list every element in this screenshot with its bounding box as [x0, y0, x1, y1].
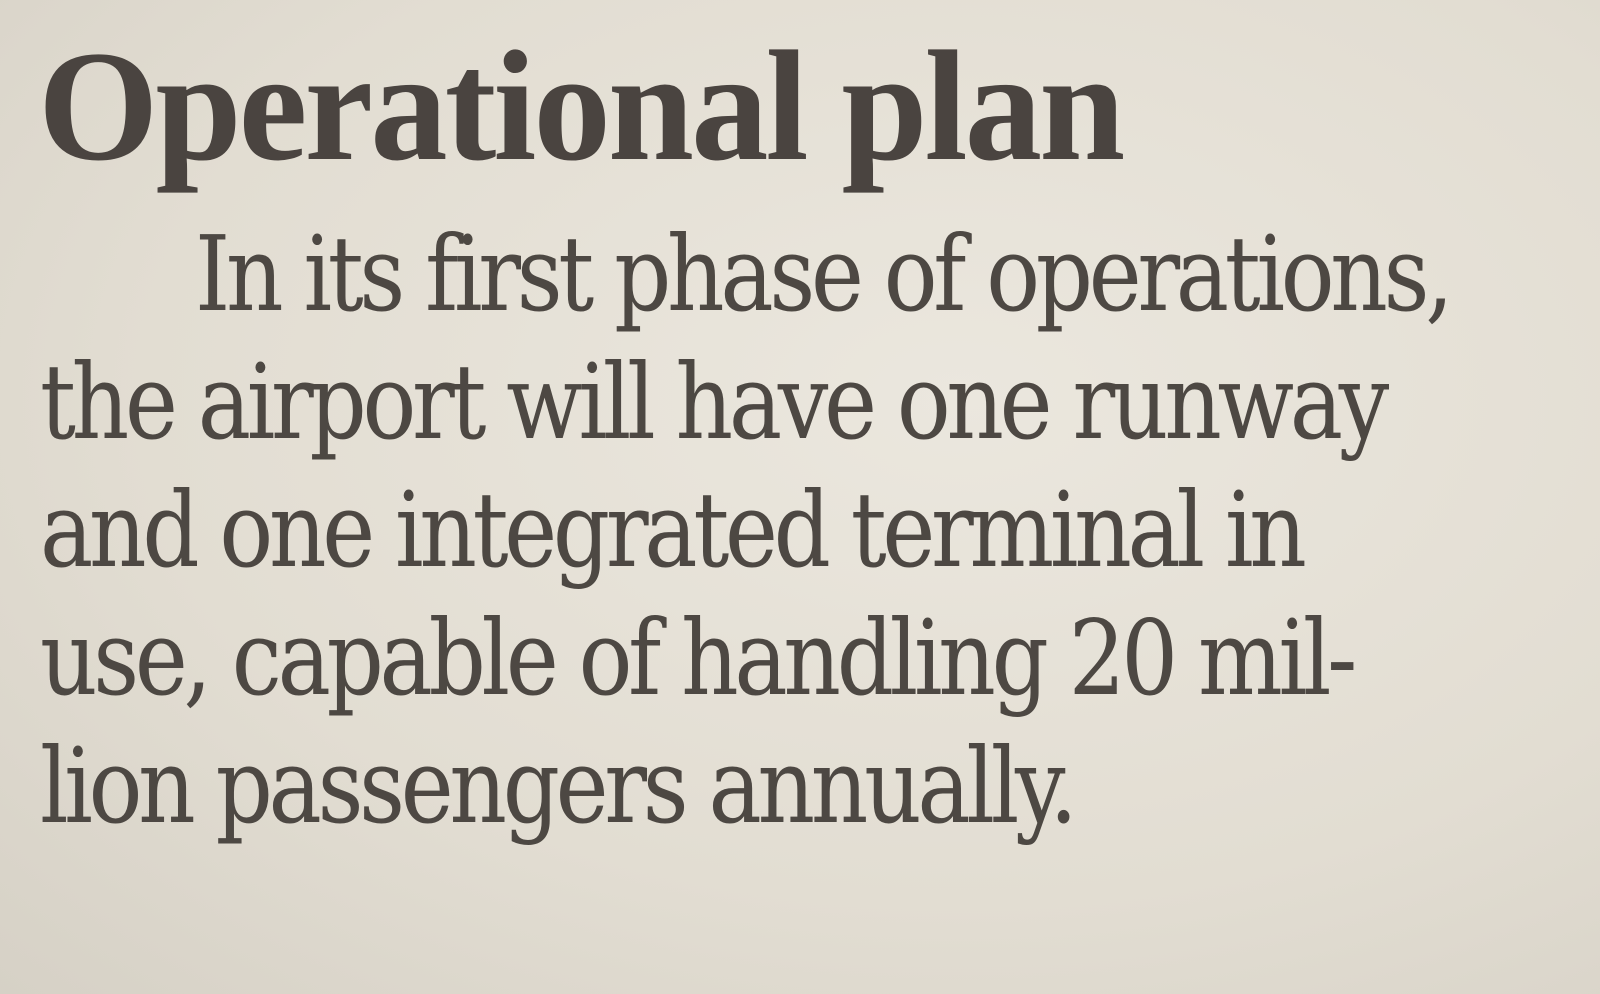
paragraph-line: use, capable of handling 20 mil- [40, 597, 1357, 719]
section-heading: Operational plan [38, 19, 1125, 194]
paragraph-line: lion passengers annually. [40, 725, 1078, 847]
paragraph-line: and one integrated terminal in [40, 469, 1307, 591]
paragraph-line: the airport will have one runway [40, 341, 1389, 463]
paragraph-line: In its first phase of operations, [195, 213, 1454, 335]
